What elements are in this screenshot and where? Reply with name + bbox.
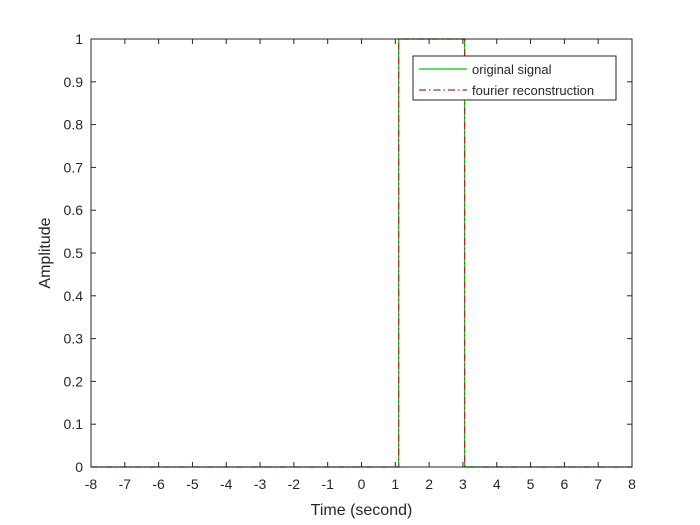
y-tick-label: 1 [75,31,83,47]
x-tick-label: 6 [560,476,568,492]
y-tick-label: 0.2 [64,373,84,389]
y-tick-label: 0.1 [64,416,84,432]
x-tick-label: -6 [152,476,165,492]
legend-box [412,55,617,101]
x-tick-label: -5 [186,476,199,492]
y-tick-label: 0 [75,459,83,475]
x-axis-ticks: -8 -7 -6 -5 -4 -3 -2 -1 0 1 2 3 4 5 6 7 8 [85,39,636,492]
x-tick-label: -4 [220,476,233,492]
legend-label-fourier-reconstruction: fourier reconstruction [472,83,594,98]
x-tick-label: 1 [391,476,399,492]
y-tick-label: 0.6 [64,202,84,218]
y-tick-label: 0.4 [64,288,84,304]
x-tick-label: 0 [358,476,366,492]
x-axis-label: Time (second) [311,502,413,519]
x-tick-label: -3 [254,476,267,492]
y-tick-label: 0.7 [64,159,84,175]
y-tick-label: 0.3 [64,331,84,347]
y-tick-label: 0.5 [64,245,84,261]
y-axis-label: Amplitude [37,217,54,288]
y-axis-ticks: 0 0.1 0.2 0.3 0.4 0.5 0.6 0.7 0.8 0.9 1 [64,31,632,475]
legend: original signal fourier reconstruction [412,55,617,101]
legend-label-original-signal: original signal [472,62,552,77]
plot-area [91,39,632,467]
x-tick-label: -2 [288,476,301,492]
x-tick-label: 7 [594,476,602,492]
x-tick-label: -1 [321,476,334,492]
x-tick-label: 8 [628,476,636,492]
x-tick-label: 2 [425,476,433,492]
x-tick-label: 5 [527,476,535,492]
x-tick-label: 3 [459,476,467,492]
x-tick-label: -7 [119,476,132,492]
x-tick-label: 4 [493,476,501,492]
y-tick-label: 0.8 [64,117,84,133]
x-tick-label: -8 [85,476,98,492]
y-tick-label: 0.9 [64,74,84,90]
